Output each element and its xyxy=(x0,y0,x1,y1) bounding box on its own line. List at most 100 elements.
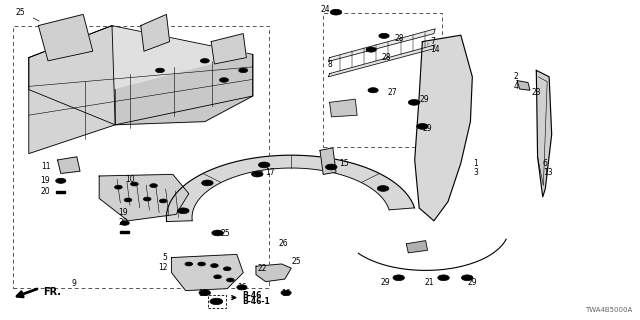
Text: 8: 8 xyxy=(328,60,332,68)
Text: 5: 5 xyxy=(163,253,168,262)
Circle shape xyxy=(120,221,129,225)
Text: 19: 19 xyxy=(40,176,50,185)
Circle shape xyxy=(237,285,247,290)
Text: 12: 12 xyxy=(158,263,168,272)
Text: 24: 24 xyxy=(321,5,330,14)
Circle shape xyxy=(202,180,213,186)
Text: 26: 26 xyxy=(278,239,288,248)
Circle shape xyxy=(156,68,164,73)
Text: 23: 23 xyxy=(531,88,541,97)
Polygon shape xyxy=(256,264,291,282)
Polygon shape xyxy=(330,99,357,117)
Text: 25: 25 xyxy=(16,8,26,17)
Circle shape xyxy=(159,199,167,203)
Text: 11: 11 xyxy=(42,162,51,171)
Circle shape xyxy=(227,278,234,282)
Circle shape xyxy=(438,275,449,281)
Circle shape xyxy=(143,197,151,201)
Circle shape xyxy=(198,262,205,266)
Text: 25: 25 xyxy=(221,229,230,238)
Text: 27: 27 xyxy=(387,88,397,97)
Polygon shape xyxy=(320,148,336,174)
Circle shape xyxy=(214,275,221,279)
Circle shape xyxy=(417,124,428,129)
Circle shape xyxy=(259,162,270,168)
Polygon shape xyxy=(172,254,243,291)
Text: 22: 22 xyxy=(257,264,267,273)
Circle shape xyxy=(368,88,378,93)
Polygon shape xyxy=(58,157,80,173)
Circle shape xyxy=(239,68,248,73)
Polygon shape xyxy=(536,70,552,197)
Text: 25: 25 xyxy=(291,257,301,266)
Polygon shape xyxy=(38,14,93,61)
Text: 20: 20 xyxy=(40,188,50,196)
Text: 17: 17 xyxy=(266,168,275,177)
Text: 16: 16 xyxy=(237,283,246,292)
Text: 18: 18 xyxy=(198,289,208,298)
Text: 20: 20 xyxy=(118,218,128,227)
Circle shape xyxy=(252,171,263,177)
Polygon shape xyxy=(29,26,253,125)
Bar xyxy=(208,295,226,308)
Polygon shape xyxy=(328,45,435,77)
Polygon shape xyxy=(141,14,170,51)
Text: 13: 13 xyxy=(543,168,552,177)
Text: 10: 10 xyxy=(125,175,134,184)
Circle shape xyxy=(378,186,389,191)
Text: 2: 2 xyxy=(513,72,518,81)
Circle shape xyxy=(131,182,138,186)
Text: FR.: FR. xyxy=(44,287,61,297)
Text: B-46: B-46 xyxy=(242,291,261,300)
Circle shape xyxy=(177,208,189,214)
Circle shape xyxy=(185,262,193,266)
Text: 21: 21 xyxy=(424,278,433,287)
Text: 1: 1 xyxy=(474,159,478,168)
Polygon shape xyxy=(211,34,246,64)
Circle shape xyxy=(200,59,209,63)
Polygon shape xyxy=(29,26,115,154)
Circle shape xyxy=(115,185,122,189)
Bar xyxy=(56,191,65,193)
Circle shape xyxy=(393,275,404,281)
Bar xyxy=(120,231,129,233)
Circle shape xyxy=(212,230,223,236)
Text: 6: 6 xyxy=(543,159,548,168)
Circle shape xyxy=(199,290,211,296)
Text: 29: 29 xyxy=(422,124,432,132)
Polygon shape xyxy=(115,54,253,125)
Circle shape xyxy=(408,100,420,105)
Text: 4: 4 xyxy=(513,82,518,91)
Polygon shape xyxy=(415,35,472,221)
Circle shape xyxy=(220,78,228,82)
Text: 14: 14 xyxy=(430,45,440,54)
Polygon shape xyxy=(517,81,530,90)
Circle shape xyxy=(124,198,132,202)
Circle shape xyxy=(211,264,218,268)
Text: 16: 16 xyxy=(282,289,291,298)
Circle shape xyxy=(56,178,66,183)
Circle shape xyxy=(223,267,231,271)
Polygon shape xyxy=(99,174,189,221)
Text: TWA4B5000A: TWA4B5000A xyxy=(585,307,632,313)
Text: 19: 19 xyxy=(118,208,128,217)
Text: B-46-1: B-46-1 xyxy=(242,297,269,306)
Circle shape xyxy=(379,33,389,38)
Circle shape xyxy=(330,9,342,15)
Polygon shape xyxy=(406,241,428,253)
Polygon shape xyxy=(328,29,435,61)
Text: 28: 28 xyxy=(381,53,391,62)
Text: 9: 9 xyxy=(71,279,76,288)
Text: 29: 29 xyxy=(420,95,429,104)
Text: 29: 29 xyxy=(381,278,390,287)
Circle shape xyxy=(150,184,157,188)
Polygon shape xyxy=(166,155,415,221)
Text: 7: 7 xyxy=(430,37,435,46)
Circle shape xyxy=(461,275,473,281)
Circle shape xyxy=(366,47,376,52)
Text: 15: 15 xyxy=(339,159,349,168)
Text: 3: 3 xyxy=(474,168,479,177)
Circle shape xyxy=(281,290,291,295)
Circle shape xyxy=(210,298,223,305)
Text: 29: 29 xyxy=(467,278,477,287)
